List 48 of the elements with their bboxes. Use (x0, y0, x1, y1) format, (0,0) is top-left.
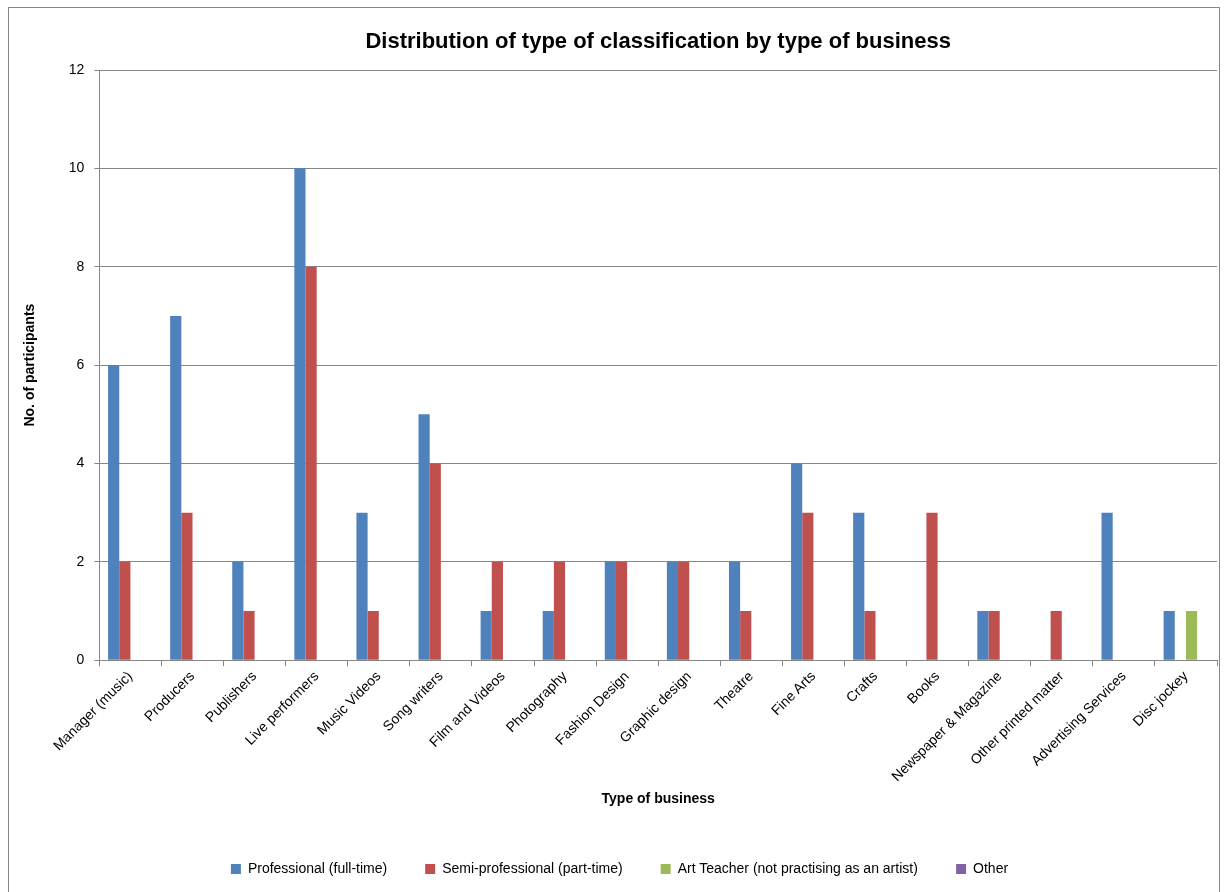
bar (666, 561, 679, 660)
legend-label: Other (973, 859, 1009, 876)
bar (108, 365, 120, 660)
bar (604, 561, 616, 660)
bar (1050, 611, 1062, 660)
bar (802, 512, 814, 660)
bar (853, 512, 865, 660)
bar (728, 561, 741, 660)
bar (1185, 611, 1198, 660)
bar (170, 315, 182, 660)
y-tick-label: 10 (68, 159, 85, 176)
bar (491, 561, 503, 660)
bar (429, 463, 441, 660)
bar (418, 414, 430, 660)
bar (791, 463, 803, 660)
bar (243, 611, 255, 660)
bar (356, 512, 368, 660)
x-axis-title: Type of business (601, 790, 716, 807)
chart-title: Distribution of type of classification by type of business (365, 28, 951, 54)
legend-label: Semi-professional (part-time) (442, 859, 623, 876)
y-tick-label: 2 (76, 552, 85, 569)
bar (615, 561, 628, 660)
bar (119, 561, 131, 660)
legend-label: Professional (full-time) (247, 859, 388, 876)
bar (305, 266, 317, 660)
bar (367, 611, 379, 660)
bar (740, 611, 752, 660)
bar (977, 611, 989, 660)
bar (232, 561, 244, 660)
bar (1101, 512, 1113, 660)
y-tick-label: 0 (76, 651, 85, 668)
bar (988, 611, 1000, 660)
y-axis-title: No. of participants (21, 303, 38, 427)
y-tick-label: 4 (76, 454, 85, 471)
bar (181, 512, 193, 660)
y-tick-label: 12 (68, 60, 85, 77)
bar (1163, 611, 1175, 660)
bar (480, 611, 492, 660)
bar (553, 561, 566, 660)
bar (678, 561, 690, 660)
x-tick-label: Fine Arts (767, 667, 819, 719)
bar (926, 512, 938, 660)
bar (542, 611, 554, 660)
y-tick-label: 6 (76, 355, 85, 372)
y-tick-label: 8 (76, 257, 85, 274)
legend-label: Art Teacher (not practising as an artist) (677, 859, 918, 876)
bar (864, 611, 876, 660)
bar (294, 168, 306, 660)
